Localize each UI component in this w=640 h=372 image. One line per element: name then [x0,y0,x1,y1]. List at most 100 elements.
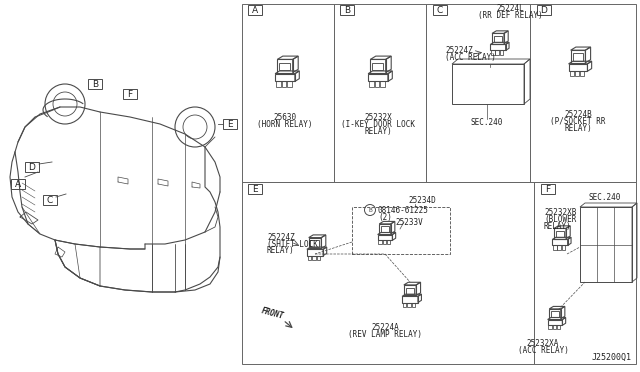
Text: FRONT: FRONT [260,307,285,321]
Bar [493,36,502,42]
Bar [557,246,561,250]
Bar [402,296,418,302]
Text: (BLOWER: (BLOWER [544,215,577,224]
Bar [406,288,415,294]
Bar [491,50,495,55]
Bar [553,246,557,250]
Text: 25224Z: 25224Z [445,45,473,55]
Bar [380,81,385,87]
Bar [556,231,564,237]
Bar [549,309,561,319]
Text: (RR DEF RELAY): (RR DEF RELAY) [477,10,542,19]
Bar [242,4,334,182]
Bar [387,240,390,244]
Bar [412,302,415,307]
Text: SEC.240: SEC.240 [589,192,621,202]
Text: 25233V: 25233V [395,218,423,227]
Text: J25200Q1: J25200Q1 [592,353,632,362]
Bar [275,74,295,81]
Bar [573,53,583,61]
Bar [287,81,292,87]
Bar [548,320,563,325]
Bar [557,325,560,329]
Bar [277,60,292,73]
Bar [495,50,499,55]
Text: RELAY): RELAY) [364,126,392,135]
Bar [25,162,39,172]
Bar [570,71,574,77]
Bar [383,240,386,244]
Bar [537,5,551,15]
Text: A: A [252,6,258,15]
Text: SEC.240: SEC.240 [471,118,503,126]
Bar [248,184,262,194]
Bar [380,224,391,234]
Bar [500,50,503,55]
Bar [88,79,102,89]
Bar [308,256,312,260]
Bar [372,63,383,70]
Bar [369,81,374,87]
Bar [562,246,565,250]
Text: F: F [127,90,132,99]
Text: B: B [368,208,372,212]
Text: 08146-61225: 08146-61225 [378,205,429,215]
Text: 25224A: 25224A [371,323,399,331]
Text: (ACC RELAY): (ACC RELAY) [518,346,568,356]
Text: B: B [344,6,350,15]
Bar [433,5,447,15]
Text: RELAY): RELAY) [267,247,295,256]
Bar [340,5,354,15]
Bar [223,119,237,129]
Text: 25232X: 25232X [364,112,392,122]
Bar [248,5,262,15]
Text: (P/SOCKET RR: (P/SOCKET RR [550,116,605,125]
Bar [352,207,450,254]
Bar [368,74,388,81]
Text: 25224Z: 25224Z [267,232,295,241]
Bar [378,240,381,244]
Bar [551,311,559,317]
Bar [44,195,57,205]
Text: (SHIFT LOCK: (SHIFT LOCK [267,240,318,248]
Text: 25224L: 25224L [496,3,524,13]
Bar [426,4,530,182]
Bar [548,325,552,329]
Text: (2): (2) [378,212,392,221]
Bar [492,33,504,44]
Bar [490,44,506,50]
Bar [12,179,25,189]
Bar [571,50,586,63]
Text: 25224B: 25224B [564,109,592,119]
Bar [242,182,534,364]
Text: B: B [92,80,98,89]
Bar [276,81,280,87]
Text: E: E [227,119,233,128]
Bar [282,81,286,87]
Bar [404,285,416,295]
Text: (HORN RELAY): (HORN RELAY) [257,119,313,128]
Bar [334,4,426,182]
Bar [124,89,137,99]
Text: (I-KEY DOOR LOCK: (I-KEY DOOR LOCK [341,119,415,128]
Bar [381,226,389,232]
Bar [552,325,556,329]
Bar [554,228,566,238]
Text: C: C [47,196,53,205]
Text: 25232XB: 25232XB [544,208,577,217]
Text: (REV LAMP RELAY): (REV LAMP RELAY) [348,330,422,339]
Text: E: E [252,185,258,193]
Bar [568,64,588,71]
Text: RELAY): RELAY) [544,221,572,231]
Text: 25232XA: 25232XA [527,340,559,349]
Bar [552,240,568,246]
Bar [452,64,524,104]
Bar [403,302,406,307]
Bar [541,184,555,194]
Bar [575,71,579,77]
Bar [371,60,386,73]
Bar [534,182,636,364]
Bar [317,256,321,260]
Bar [308,238,321,248]
Bar [378,234,392,240]
